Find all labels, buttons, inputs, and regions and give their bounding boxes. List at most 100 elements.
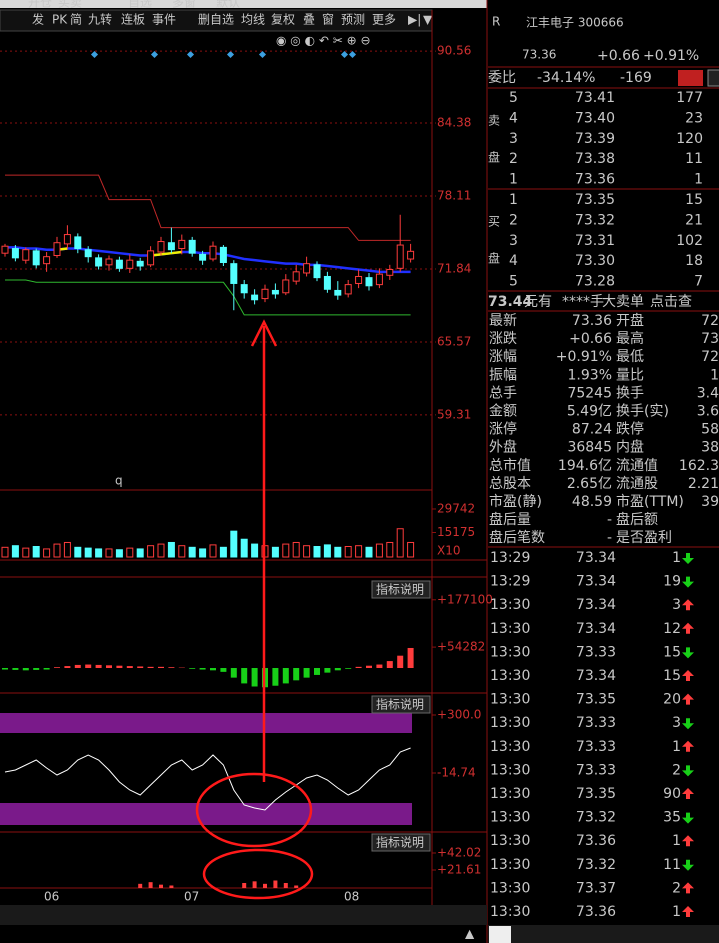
candle-body: [230, 263, 238, 284]
toolbar-icon[interactable]: ▶|: [408, 13, 421, 27]
tick-time: 13:30: [490, 833, 530, 849]
toolbar-item[interactable]: 叠: [303, 13, 315, 27]
tick-price: 73.33: [576, 644, 616, 660]
toolbar-item[interactable]: 预测: [341, 13, 365, 27]
tick-arrow: [682, 693, 694, 705]
volume-bar: [136, 548, 144, 558]
candle-body: [303, 263, 311, 274]
tick-arrow: [682, 576, 694, 588]
histogram-bar: [210, 668, 216, 671]
help-button[interactable]: 指标说明: [376, 697, 424, 712]
tick-price: 73.34: [576, 621, 616, 637]
y-tick-label: 65.57: [437, 335, 471, 349]
stat-label: 外盘: [489, 439, 517, 456]
toolbar-item[interactable]: 窗: [322, 13, 334, 27]
menu-item[interactable]: 开仓: [28, 0, 52, 10]
candle-body: [95, 257, 103, 267]
toolbar-item[interactable]: 发: [32, 12, 44, 27]
toolbar-item[interactable]: 均线: [241, 13, 265, 27]
tick-arrow: [682, 670, 694, 681]
histogram-bar: [345, 668, 352, 669]
tick-arrow: [682, 718, 694, 730]
toolbar-item[interactable]: PK: [52, 13, 68, 27]
notice[interactable]: 73.44: [488, 294, 533, 310]
help-button[interactable]: 指标说明: [376, 582, 424, 597]
stat-label: 内盘: [616, 439, 644, 456]
histogram-bar: [376, 664, 383, 669]
tick-price: 73.36: [576, 904, 616, 920]
stat-label: 量比: [616, 367, 644, 383]
tick-volume: 15: [663, 668, 681, 684]
volume-bar: [209, 544, 217, 558]
volume-bar: [22, 547, 30, 558]
toolbar-item[interactable]: 事件: [152, 13, 176, 27]
stat-label: 总手: [489, 385, 517, 401]
candle-body: [167, 242, 175, 251]
help-button-bg[interactable]: [371, 833, 431, 852]
indicator-line: [5, 174, 411, 241]
menu-item[interactable]: 多窗: [172, 0, 196, 10]
volume-bar: [178, 545, 186, 558]
book-price: 73.39: [575, 131, 615, 147]
stat-label: 市盈(静): [489, 493, 542, 510]
toolbar-dropdown[interactable]: ▼: [423, 13, 433, 27]
toolbar-item[interactable]: 删自选: [198, 13, 234, 27]
volume-bar: [11, 545, 19, 558]
book-price: 73.41: [575, 90, 615, 106]
candle-body: [74, 236, 82, 250]
side-tab-bar: [488, 925, 719, 943]
toolbar-item[interactable]: 连板: [121, 12, 145, 27]
help-button-bg[interactable]: [371, 580, 431, 599]
tick-price: 73.33: [576, 762, 616, 778]
histogram-bar: [147, 666, 154, 669]
notice[interactable]: 元有: [524, 294, 552, 310]
collapse-icon[interactable]: ▲: [465, 927, 475, 941]
tick-arrow: [682, 788, 694, 799]
tick-volume: 35: [663, 810, 681, 826]
stat-value: 75245: [567, 385, 612, 401]
month-label: 08: [344, 890, 359, 904]
help-button-bg[interactable]: [371, 695, 431, 714]
candle-body: [344, 284, 352, 295]
menu-item[interactable]: 默认: [216, 0, 240, 10]
tick-time: 13:30: [490, 715, 530, 731]
chart-tools[interactable]: ◉ ◎ ◐ ↶ ✂ ⊕ ⊖: [276, 34, 371, 48]
volume-bar: [95, 548, 103, 558]
candle-body: [209, 245, 217, 260]
candle-body: [1, 245, 9, 254]
histogram-bar: [74, 664, 81, 669]
tick-price: 73.35: [576, 786, 616, 802]
toolbar-item[interactable]: 复权: [271, 13, 295, 27]
sell-button-bg[interactable]: [707, 69, 719, 87]
histogram-bar: [168, 667, 175, 669]
volume-bar: [375, 543, 383, 558]
side-label: 盘: [488, 251, 500, 266]
book-level: 5: [509, 90, 518, 106]
volume-bar: [292, 541, 300, 558]
stat-label: 是否盈利: [616, 530, 672, 546]
toolbar-item[interactable]: 简: [70, 13, 82, 27]
ma-rising-segment: [160, 251, 172, 256]
menu-item[interactable]: 自选: [128, 0, 152, 10]
tick-price: 73.36: [576, 833, 616, 849]
stat-value: 1: [710, 367, 719, 383]
indicator-bar: [252, 881, 257, 888]
toolbar-item[interactable]: 更多: [372, 13, 396, 27]
tick-time: 13:30: [490, 692, 530, 708]
candle-body: [323, 275, 331, 290]
y-tick-label: 15175: [437, 525, 475, 539]
buy-button-bg[interactable]: [678, 70, 703, 86]
notice[interactable]: 点击查: [650, 294, 692, 310]
menu-item[interactable]: 买卖: [58, 0, 82, 10]
candle-body: [53, 242, 61, 257]
volume-bar: [219, 546, 227, 558]
notice[interactable]: ****手: [562, 294, 604, 310]
notice[interactable]: 大卖单: [602, 294, 644, 310]
help-button[interactable]: 指标说明: [376, 835, 424, 850]
stat-label: 涨跌: [489, 331, 517, 347]
toolbar-item[interactable]: 九转: [88, 12, 112, 27]
candle-body: [115, 259, 123, 269]
marker-label: q: [115, 474, 123, 488]
month-label: 06: [44, 890, 59, 904]
